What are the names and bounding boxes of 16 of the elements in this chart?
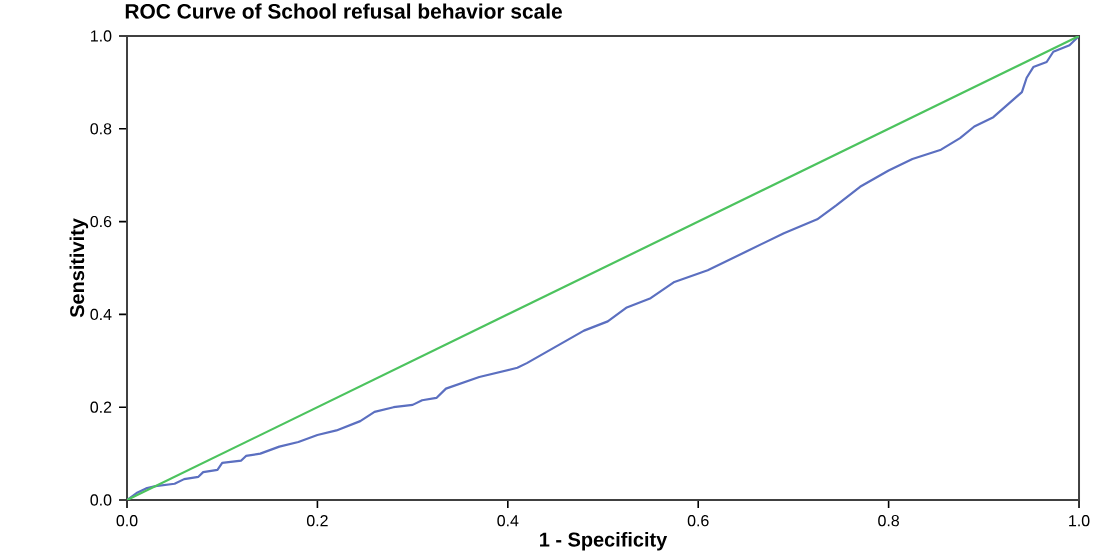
x-tick-label: 0.2 (306, 514, 328, 527)
x-tick-label: 0.6 (687, 514, 709, 527)
y-tick-label: 0.8 (90, 123, 112, 135)
y-tick-label: 1.0 (91, 30, 112, 42)
y-tick-label: 0.2 (90, 401, 112, 413)
y-tick-label: 0.4 (90, 308, 112, 320)
x-tick-label: 1.0 (1069, 514, 1090, 527)
y-tick-label: 0.0 (90, 494, 112, 506)
x-tick-label: 0.8 (878, 514, 899, 527)
x-tick-label: 0.0 (116, 514, 138, 527)
y-axis-title: Sensitivity (69, 218, 89, 318)
x-axis-title: 1 - Specificity (540, 531, 668, 551)
x-tick-label: 0.4 (497, 514, 519, 527)
line-series (127, 35, 1080, 500)
y-tick-label: 0.6 (90, 215, 112, 228)
chart-title: ROC Curve of School refusal behavior scale (125, 3, 562, 19)
